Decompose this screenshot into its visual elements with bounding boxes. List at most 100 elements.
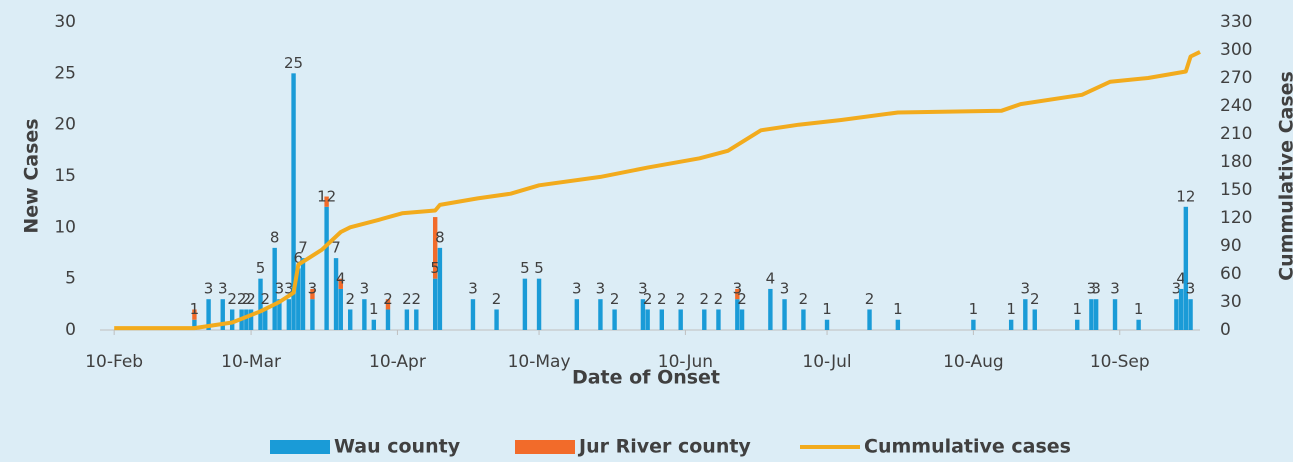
bar xyxy=(432,217,438,279)
value-label: 2 xyxy=(412,290,422,308)
y-tick-label: 20 xyxy=(54,115,76,135)
value-label: 7 xyxy=(331,239,341,257)
value-label: 8 xyxy=(270,228,280,246)
y2-tick-label: 330 xyxy=(1220,12,1252,32)
bar xyxy=(716,309,721,330)
y2-tick-label: 180 xyxy=(1220,152,1252,172)
bar xyxy=(971,319,976,330)
bar xyxy=(432,278,438,330)
y2-tick-label: 300 xyxy=(1220,40,1252,60)
value-label: 2 xyxy=(246,290,256,308)
value-label: 3 xyxy=(360,280,370,298)
y-tick-label: 30 xyxy=(54,12,76,32)
value-label: 7 xyxy=(298,239,308,257)
bar xyxy=(277,299,282,330)
bar xyxy=(291,73,296,330)
value-label: 2 xyxy=(865,290,875,308)
bar xyxy=(286,299,292,330)
value-label: 1 xyxy=(822,300,832,318)
y-tick-label: 0 xyxy=(65,320,76,340)
bar xyxy=(300,258,306,330)
value-label: 4 xyxy=(766,269,776,287)
bar xyxy=(782,299,787,330)
bar xyxy=(220,299,225,330)
bar xyxy=(1183,206,1189,330)
value-label: 5 xyxy=(256,259,266,277)
bar xyxy=(296,268,301,330)
x-tick-label: 10-Feb xyxy=(85,352,143,372)
bar xyxy=(192,319,197,330)
value-label: 2 xyxy=(737,290,747,308)
bar xyxy=(522,278,528,330)
value-label: 3 xyxy=(275,280,285,298)
value-label: 2 xyxy=(492,290,502,308)
value-label: 3 xyxy=(1087,280,1097,298)
y-tick-label: 5 xyxy=(65,269,76,289)
x-tick-label: 10-Mar xyxy=(221,352,281,372)
x-tick-label: 10-May xyxy=(508,352,571,372)
value-label: 2 xyxy=(242,290,252,308)
value-label: 4 xyxy=(1176,269,1186,287)
bar xyxy=(1188,299,1193,330)
value-label: 2 xyxy=(345,290,355,308)
bar xyxy=(338,278,343,289)
x-tick-label: 10-Jun xyxy=(658,352,713,372)
value-label: 1 xyxy=(1134,300,1144,318)
bar xyxy=(494,309,499,330)
value-label: 5 xyxy=(520,259,530,277)
x-tick-label: 10-Sep xyxy=(1090,352,1150,372)
legend-label: Wau county xyxy=(334,436,461,458)
bar xyxy=(1089,299,1094,330)
y-tick-label: 10 xyxy=(54,217,76,237)
y-tick-label: 25 xyxy=(54,63,76,83)
value-label: 4 xyxy=(336,269,346,287)
value-label: 3 xyxy=(284,280,294,298)
bar xyxy=(324,196,329,207)
value-label: 1 xyxy=(893,300,903,318)
bar xyxy=(735,299,740,330)
bar xyxy=(1136,319,1141,330)
y2-tick-label: 240 xyxy=(1220,96,1252,116)
y2-tick-label: 60 xyxy=(1220,264,1242,284)
bar xyxy=(598,299,603,330)
bar xyxy=(645,309,650,330)
bar xyxy=(702,309,707,330)
y2-tick-label: 210 xyxy=(1220,124,1252,144)
value-label: 6 xyxy=(294,249,304,267)
value-label: 1 xyxy=(969,300,979,318)
y-axis-title: New Cases xyxy=(21,118,43,233)
y2-tick-label: 120 xyxy=(1220,208,1252,228)
bar xyxy=(867,309,872,330)
value-label: 2 xyxy=(676,290,686,308)
legend-label: Jur River county xyxy=(577,436,751,458)
value-label: 3 xyxy=(1110,280,1120,298)
y2-axis-title: Cummulative Cases xyxy=(1276,71,1293,281)
value-label: 3 xyxy=(1172,280,1182,298)
bar xyxy=(229,309,235,330)
bar xyxy=(362,299,367,330)
bar xyxy=(324,206,329,330)
bar xyxy=(739,309,745,330)
cumulative-line xyxy=(114,50,1201,331)
y2-tick-label: 270 xyxy=(1220,68,1252,88)
bar xyxy=(244,309,249,330)
bar xyxy=(404,309,410,330)
bar xyxy=(414,309,419,330)
value-label: 2 xyxy=(799,290,809,308)
value-label: 1 xyxy=(369,300,379,318)
x-axis-title: Date of Onset xyxy=(572,367,720,389)
bar xyxy=(310,299,315,330)
bar xyxy=(824,319,830,330)
value-label: 1 xyxy=(190,300,200,318)
bar xyxy=(574,299,580,330)
value-label: 12 xyxy=(317,187,336,205)
bar xyxy=(1093,299,1099,330)
bar xyxy=(272,247,277,330)
bar xyxy=(206,299,211,330)
value-label: 2 xyxy=(700,290,710,308)
legend-swatch xyxy=(515,440,575,454)
value-label: 12 xyxy=(1176,187,1195,205)
value-label: 2 xyxy=(643,290,653,308)
bar xyxy=(248,309,254,330)
